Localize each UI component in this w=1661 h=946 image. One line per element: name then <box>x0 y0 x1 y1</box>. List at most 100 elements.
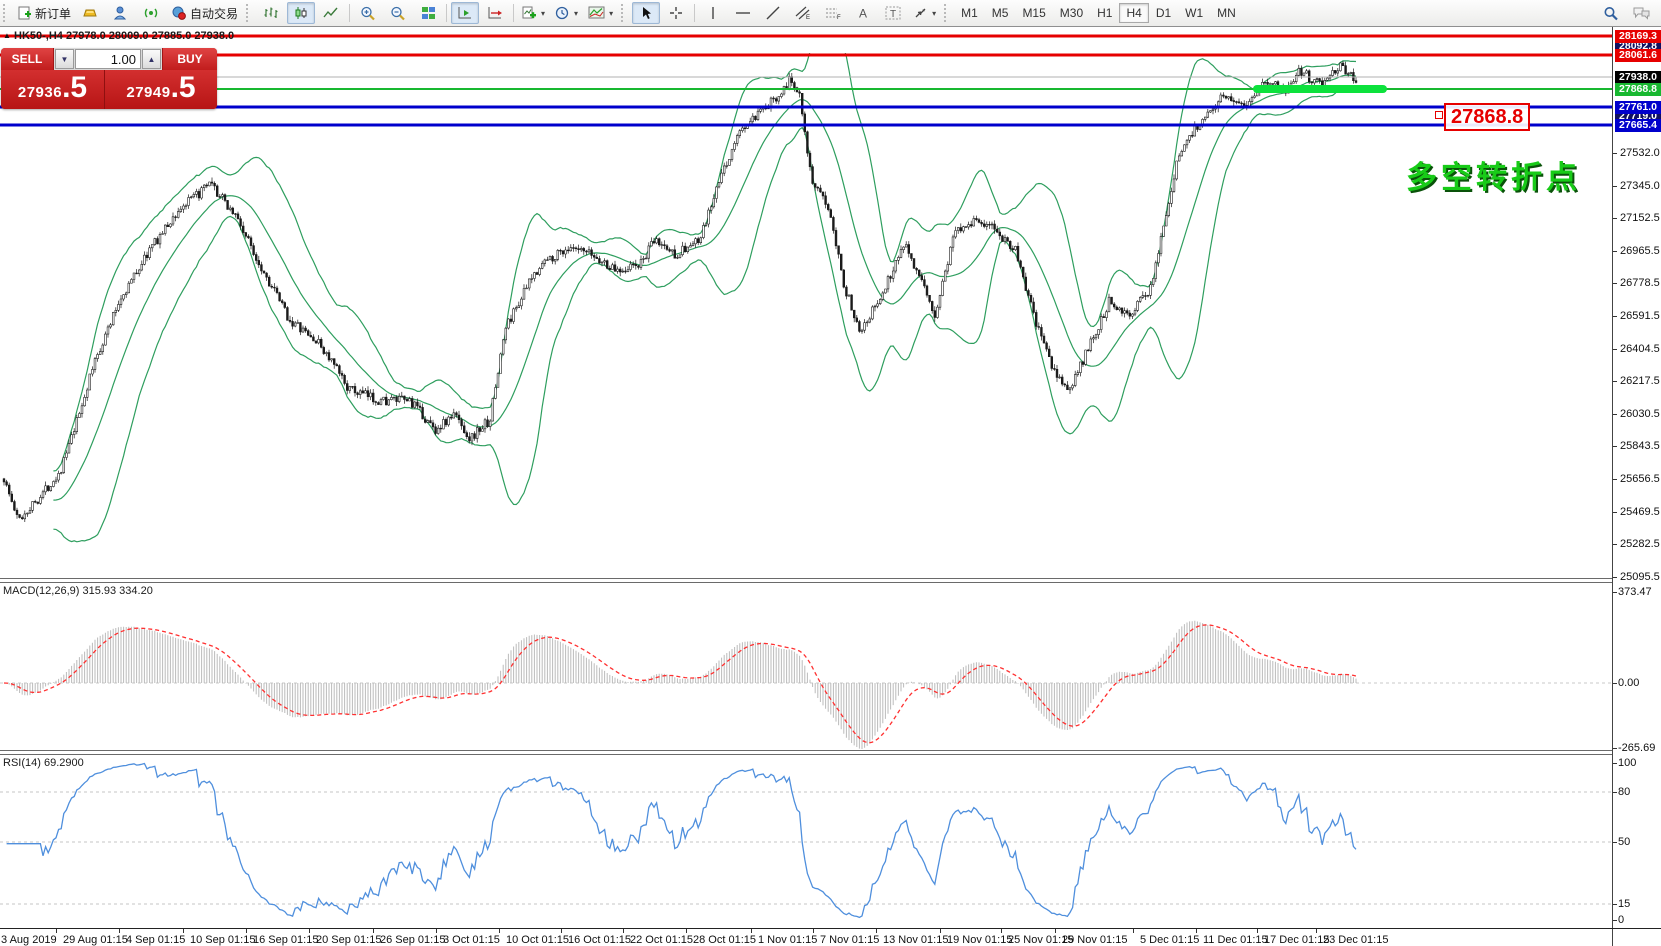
timeframe-m5[interactable]: M5 <box>991 6 1009 20</box>
time-axis-label: 19 Nov 01:15 <box>947 934 1013 946</box>
time-axis-tick <box>246 929 247 933</box>
signals-button[interactable] <box>137 2 165 24</box>
toolbar-grip[interactable] <box>246 4 253 22</box>
text-button[interactable]: A <box>849 2 877 24</box>
toolbar-grip[interactable] <box>621 4 628 22</box>
svg-text:E: E <box>806 15 810 20</box>
time-axis-label: 16 Sep 01:15 <box>253 934 319 946</box>
price-level-tag: 27938.0 <box>1615 71 1661 84</box>
chart-shift-icon <box>488 7 503 19</box>
horizontal-line-button[interactable] <box>729 2 757 24</box>
line-chart-icon <box>323 7 338 18</box>
price-label-anchor[interactable] <box>1435 111 1443 119</box>
buy-price[interactable]: 27949 .5 <box>105 70 217 109</box>
cursor-icon <box>642 7 651 19</box>
price-axis-label: 25656.5 <box>1620 473 1660 485</box>
dropdown-caret-icon: ▾ <box>574 8 579 18</box>
sell-button[interactable]: SELL <box>1 48 54 70</box>
timeframe-mn[interactable]: MN <box>1217 6 1236 20</box>
chat-button[interactable] <box>1627 2 1655 24</box>
timeframe-m15[interactable]: M15 <box>1022 6 1046 20</box>
vertical-line-button[interactable] <box>699 2 727 24</box>
toolbar-grip[interactable] <box>3 4 10 22</box>
auto-trading-button[interactable]: 自动交易 <box>167 2 242 24</box>
crosshair-icon <box>670 7 683 19</box>
time-axis-label: 17 Dec 01:15 <box>1264 934 1330 946</box>
volume-decrease-button[interactable]: ▼ <box>55 49 74 69</box>
arrows-button[interactable]: ▾ <box>909 2 940 24</box>
sell-price[interactable]: 27936 .5 <box>1 70 105 109</box>
price-axis-label: 26404.5 <box>1620 343 1660 355</box>
search-button[interactable] <box>1597 2 1625 24</box>
time-axis-tick <box>373 929 374 933</box>
chart-bars-button[interactable] <box>257 2 285 24</box>
time-axis-label: 29 Nov 01:15 <box>1062 934 1128 946</box>
zoom-out-icon <box>391 6 405 20</box>
time-axis-tick <box>1316 929 1317 933</box>
price-axis-tick <box>1613 316 1617 317</box>
pane-splitter[interactable] <box>0 578 1612 583</box>
indicators-button[interactable]: ▾ <box>584 2 617 24</box>
auto-scroll-button[interactable] <box>451 2 480 24</box>
buy-button[interactable]: BUY <box>162 48 217 70</box>
timeframe-m30[interactable]: M30 <box>1059 6 1084 20</box>
buy-price-frac: .5 <box>170 71 196 104</box>
trendline-button[interactable] <box>759 2 787 24</box>
chart-title: HK50-,H4 27978.0 28009.0 27885.0 27938.0 <box>14 30 235 42</box>
chart-candles-button[interactable] <box>287 2 316 24</box>
time-axis-label: 25 Nov 01:15 <box>1008 934 1074 946</box>
svg-text:T: T <box>890 9 896 20</box>
timeframe-h4[interactable]: H4 <box>1119 3 1149 23</box>
text-label-button[interactable]: T <box>879 2 907 24</box>
bollinger-lower-band <box>53 88 1357 543</box>
time-axis-label: 22 Oct 01:15 <box>630 934 693 946</box>
tile-windows-button[interactable] <box>414 2 442 24</box>
price-axis-label: 26217.5 <box>1620 375 1660 387</box>
cursor-button[interactable] <box>632 2 661 24</box>
chart-line-button[interactable] <box>317 2 345 24</box>
panel-collapse-icon[interactable]: ▲ <box>3 31 11 40</box>
new-chart-button[interactable]: ▾ <box>518 2 549 24</box>
market-watch-button[interactable] <box>77 2 105 24</box>
search-icon <box>1604 6 1618 20</box>
time-axis-tick <box>1133 929 1134 933</box>
time-axis-tick <box>1196 929 1197 933</box>
zoom-out-button[interactable] <box>384 2 412 24</box>
chart-shift-button[interactable] <box>481 2 509 24</box>
signal-icon <box>144 8 158 18</box>
timeframe-m1[interactable]: M1 <box>961 6 978 20</box>
bollinger-middle-band <box>53 74 1357 501</box>
pane-splitter[interactable] <box>0 750 1612 755</box>
zoom-in-button[interactable] <box>354 2 382 24</box>
new-order-button[interactable]: 新订单 <box>14 2 75 24</box>
price-axis-label: 26591.5 <box>1620 310 1660 322</box>
new-chart-icon <box>522 6 537 19</box>
price-callout-label[interactable]: 27868.8 <box>1444 103 1531 131</box>
turning-point-annotation: 多空转折点 <box>1406 160 1581 196</box>
volume-increase-button[interactable]: ▲ <box>142 49 161 69</box>
chart-canvas[interactable] <box>0 26 1661 946</box>
price-axis-tick <box>1613 381 1617 382</box>
fibonacci-icon: F <box>826 8 841 20</box>
price-axis-tick <box>1613 218 1617 219</box>
chart-area[interactable]: ▲ HK50-,H4 27978.0 28009.0 27885.0 27938… <box>0 26 1661 946</box>
community-button[interactable] <box>107 2 135 24</box>
profiles-button[interactable]: ▾ <box>551 2 582 24</box>
time-axis-tick <box>1257 929 1258 933</box>
timeframe-d1[interactable]: D1 <box>1155 6 1172 20</box>
timeframe-h1[interactable]: H1 <box>1097 6 1113 20</box>
vertical-line-icon <box>712 7 714 19</box>
time-axis-tick <box>876 929 877 933</box>
indicator-axis-tick <box>1613 592 1617 593</box>
price-axis-label: 25095.5 <box>1620 571 1660 583</box>
fibonacci-button[interactable]: F <box>819 2 847 24</box>
crosshair-button[interactable] <box>662 2 690 24</box>
indicator-axis-label: 373.47 <box>1618 586 1652 598</box>
volume-input[interactable]: 1.00 <box>75 49 141 69</box>
equidistant-channel-button[interactable]: E <box>789 2 817 24</box>
chat-icon <box>1633 7 1650 20</box>
timeframe-w1[interactable]: W1 <box>1185 6 1204 20</box>
toolbar-grip[interactable] <box>944 4 951 22</box>
macd-header: MACD(12,26,9) 315.93 334.20 <box>3 585 153 597</box>
dropdown-caret-icon: ▾ <box>609 8 614 18</box>
